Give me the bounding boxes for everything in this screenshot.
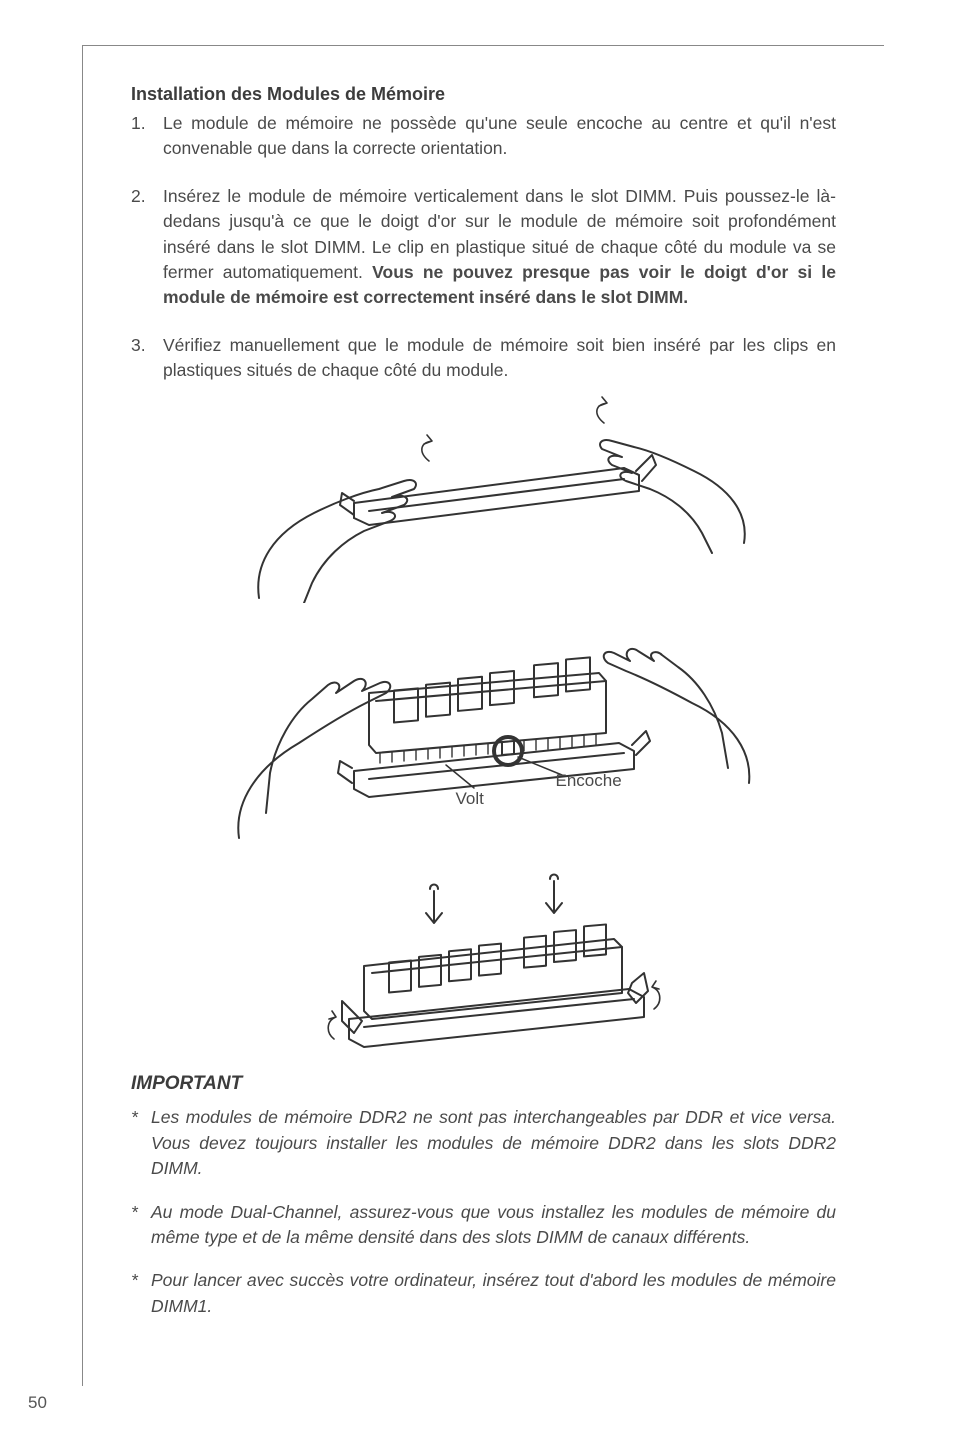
note-item: * Les modules de mémoire DDR2 ne sont pa… [131, 1105, 836, 1181]
item-number: 2. [131, 184, 163, 311]
note-text: Les modules de mémoire DDR2 ne sont pas … [151, 1105, 836, 1181]
item-text: Insérez le module de mémoire verticaleme… [163, 184, 836, 311]
item-text: Vérifiez manuellement que le module de m… [163, 333, 836, 384]
item-number: 1. [131, 111, 163, 162]
content-frame: Installation des Modules de Mémoire 1. L… [82, 45, 884, 1386]
note-bullet: * [131, 1200, 151, 1251]
note-bullet: * [131, 1268, 151, 1319]
note-item: * Pour lancer avec succès votre ordinate… [131, 1268, 836, 1319]
section-title: Installation des Modules de Mémoire [131, 84, 836, 105]
item-number: 3. [131, 333, 163, 384]
list-item: 1. Le module de mémoire ne possède qu'un… [131, 111, 836, 162]
list-item: 2. Insérez le module de mémoire vertical… [131, 184, 836, 311]
diagram-label-encoche: Encoche [556, 771, 622, 791]
diagram-2: Volt Encoche [194, 613, 774, 843]
note-text: Au mode Dual-Channel, assurez-vous que v… [151, 1200, 836, 1251]
list-item: 3. Vérifiez manuellement que le module d… [131, 333, 836, 384]
note-bullet: * [131, 1105, 151, 1181]
diagram-label-volt: Volt [456, 789, 484, 809]
diagram-3 [234, 861, 734, 1061]
note-item: * Au mode Dual-Channel, assurez-vous que… [131, 1200, 836, 1251]
page-number: 50 [28, 1393, 47, 1413]
item-text: Le module de mémoire ne possède qu'une s… [163, 111, 836, 162]
note-text: Pour lancer avec succès votre ordinateur… [151, 1268, 836, 1319]
page: Installation des Modules de Mémoire 1. L… [0, 0, 954, 1431]
important-heading: IMPORTANT [131, 1073, 836, 1095]
diagram-1 [204, 393, 764, 603]
diagram-area: Volt Encoche [131, 393, 836, 1061]
